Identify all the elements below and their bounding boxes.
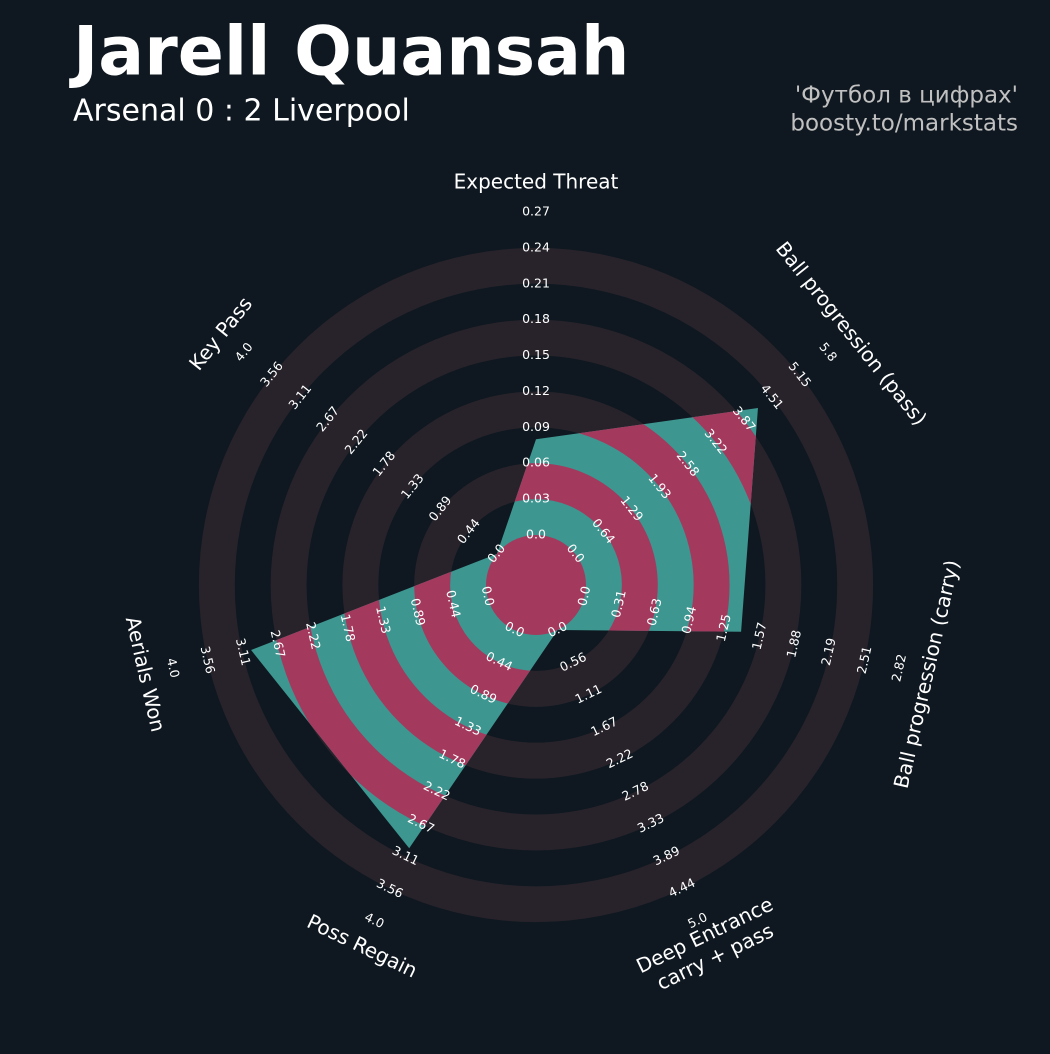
center-circle bbox=[486, 535, 586, 635]
tick-label: 0.31 bbox=[608, 589, 629, 619]
tick-label: 0.27 bbox=[522, 204, 550, 219]
axis-label: Key Pass bbox=[184, 292, 257, 375]
tick-label: 4.0 bbox=[362, 909, 386, 931]
tick-label: 0.0 bbox=[526, 527, 546, 542]
tick-label: 2.19 bbox=[818, 636, 839, 667]
chart-subtitle: Arsenal 0 : 2 Liverpool bbox=[73, 94, 410, 129]
tick-label: 0.89 bbox=[408, 597, 429, 628]
credit: boosty.to/markstats bbox=[790, 111, 1018, 137]
tick-label: 2.51 bbox=[854, 645, 875, 675]
tick-label: 0.12 bbox=[522, 383, 550, 398]
tick-label: 0.0 bbox=[574, 585, 593, 608]
tick-label: 0.24 bbox=[522, 239, 550, 254]
tick-label: 5.8 bbox=[816, 339, 840, 364]
tick-label: 0.94 bbox=[678, 605, 699, 636]
tick-label: 4.0 bbox=[232, 339, 256, 364]
chart-title: Jarell Quansah bbox=[69, 13, 629, 92]
axis-label: Aerials Won bbox=[121, 614, 171, 734]
tick-label: 0.06 bbox=[522, 455, 550, 470]
tick-label: 2.82 bbox=[888, 653, 909, 683]
axis-label: Expected Threat bbox=[454, 170, 619, 194]
tick-label: 1.88 bbox=[783, 629, 804, 660]
credit: 'Футбол в цифрах' bbox=[795, 83, 1018, 109]
tick-label: 1.78 bbox=[338, 613, 359, 644]
tick-label: 1.33 bbox=[373, 605, 394, 635]
tick-label: 4.0 bbox=[164, 656, 183, 679]
tick-label: 3.56 bbox=[198, 645, 219, 676]
tick-label: 0.03 bbox=[522, 491, 550, 506]
tick-label: 0.09 bbox=[522, 419, 550, 434]
axis-label: Poss Regain bbox=[303, 909, 421, 982]
tick-label: 0.18 bbox=[522, 311, 550, 326]
tick-label: 2.67 bbox=[268, 629, 289, 659]
tick-label: 1.57 bbox=[749, 621, 770, 651]
tick-label: 3.11 bbox=[233, 637, 254, 667]
tick-label: 0.21 bbox=[522, 275, 550, 290]
tick-label: 0.15 bbox=[522, 347, 550, 362]
tick-label: 2.22 bbox=[303, 621, 324, 651]
tick-label: 0.63 bbox=[644, 597, 665, 627]
tick-label: 1.25 bbox=[713, 613, 734, 643]
tick-label: 0.0 bbox=[479, 585, 498, 608]
tick-label: 0.44 bbox=[443, 589, 464, 620]
